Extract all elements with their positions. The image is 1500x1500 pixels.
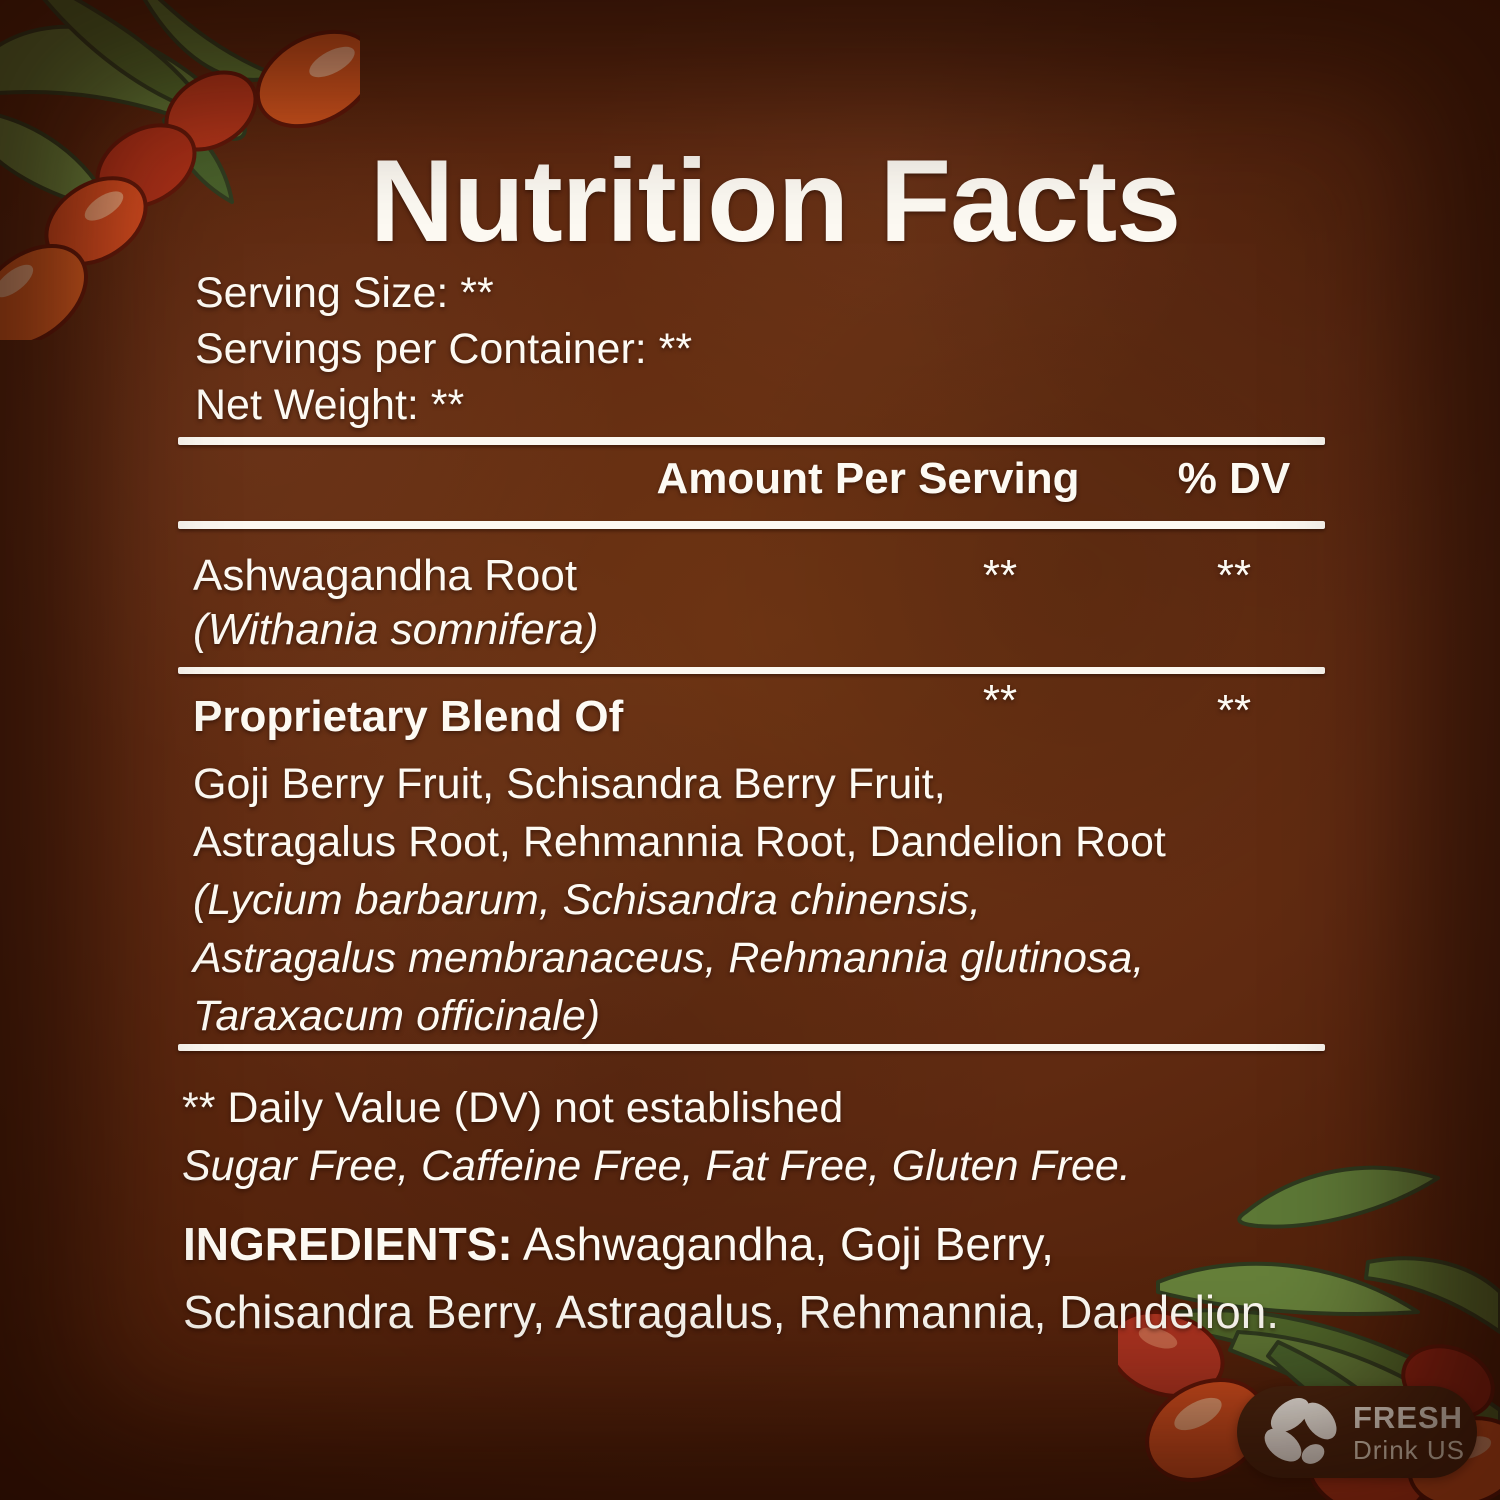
ingredients-line1: INGREDIENTS: Ashwagandha, Goji Berry, bbox=[183, 1218, 1054, 1271]
row-ashwagandha-name: Ashwagandha Root bbox=[193, 551, 578, 600]
brand-name: FRESH bbox=[1353, 1399, 1464, 1435]
serving-size: Serving Size: ** bbox=[195, 269, 494, 317]
ingredients-label: INGREDIENTS: bbox=[183, 1218, 513, 1270]
column-header-dv: % DV bbox=[1177, 454, 1291, 503]
brand-subtitle: Drink US bbox=[1353, 1434, 1466, 1465]
ingredients-line2: Schisandra Berry, Astragalus, Rehmannia,… bbox=[183, 1286, 1280, 1338]
blend-components-line1: Goji Berry Fruit, Schisandra Berry Fruit… bbox=[193, 760, 946, 808]
flower-icon bbox=[1264, 1398, 1337, 1464]
ingredients-line1-rest: Ashwagandha, Goji Berry, bbox=[512, 1218, 1054, 1270]
blend-latin-line1: (Lycium barbarum, Schisandra chinensis, bbox=[193, 876, 981, 924]
row-blend-amount: ** bbox=[982, 676, 1018, 725]
blend-latin-line3: Taraxacum officinale) bbox=[193, 992, 601, 1040]
page-title: Nutrition Facts bbox=[369, 135, 1182, 266]
net-weight: Net Weight: ** bbox=[195, 381, 465, 429]
blend-latin-line2: Astragalus membranaceus, Rehmannia gluti… bbox=[193, 934, 1145, 982]
table-rule-under-header bbox=[178, 521, 1325, 529]
column-header-amount: Amount Per Serving bbox=[656, 454, 1080, 503]
row-blend-dv: ** bbox=[1216, 686, 1252, 735]
row-ashwagandha-latin: (Withania somnifera) bbox=[193, 605, 599, 654]
table-rule-bottom bbox=[178, 1044, 1325, 1051]
blend-components-line2: Astragalus Root, Rehmannia Root, Dandeli… bbox=[193, 818, 1166, 866]
table-rule-mid bbox=[178, 667, 1325, 674]
row-ashwagandha-dv: ** bbox=[1216, 551, 1252, 600]
brand-text: FRESH Drink US bbox=[1353, 1402, 1465, 1463]
brand-logo: FRESH Drink US bbox=[1237, 1386, 1477, 1478]
dv-not-established-note: ** Daily Value (DV) not established bbox=[182, 1084, 844, 1132]
table-rule-top bbox=[178, 437, 1325, 445]
servings-per-container: Servings per Container: ** bbox=[195, 325, 693, 373]
row-blend-name: Proprietary Blend Of bbox=[193, 692, 624, 741]
free-claims-note: Sugar Free, Caffeine Free, Fat Free, Glu… bbox=[182, 1142, 1131, 1190]
row-ashwagandha-amount: ** bbox=[982, 551, 1018, 600]
